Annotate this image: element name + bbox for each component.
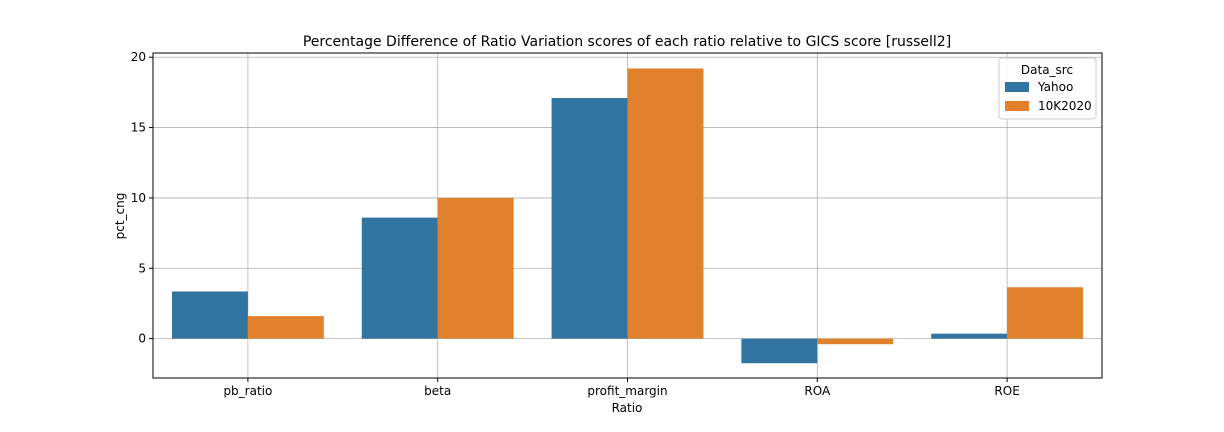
y-tick-label: 0	[138, 332, 146, 346]
y-tick-label: 20	[131, 50, 146, 64]
y-axis-ticks: 0 5 10 15 20	[131, 50, 153, 346]
bar-10k2020-roa	[817, 338, 894, 345]
y-axis-label: pct_cng	[113, 193, 127, 240]
x-tick-label-beta: beta	[424, 384, 451, 398]
x-axis-ticks: pb_ratio beta profit_margin ROA ROE	[223, 378, 1020, 398]
legend-swatch-yahoo	[1005, 82, 1029, 92]
legend-swatch-10k2020	[1005, 101, 1029, 111]
x-tick-label-roe: ROE	[994, 384, 1019, 398]
bar-yahoo-roa	[741, 338, 818, 364]
chart-title: Percentage Difference of Ratio Variation…	[303, 34, 951, 50]
legend-title: Data_src	[1021, 63, 1073, 77]
bar-10k2020-roe	[1007, 287, 1084, 339]
bar-10k2020-profit_margin	[627, 68, 704, 339]
x-axis-label: Ratio	[612, 401, 643, 415]
x-tick-label-profit_margin: profit_margin	[587, 384, 667, 398]
bar-10k2020-beta	[437, 197, 514, 339]
legend: Data_src Yahoo 10K2020	[998, 57, 1097, 120]
x-tick-label-roa: ROA	[804, 384, 831, 398]
bar-yahoo-roe	[931, 333, 1008, 339]
y-tick-label: 10	[131, 191, 146, 205]
bar-10k2020-pb_ratio	[247, 316, 324, 339]
bar-yahoo-pb_ratio	[171, 291, 248, 339]
legend-label-10k2020: 10K2020	[1038, 99, 1092, 113]
y-tick-label: 15	[131, 121, 146, 135]
x-tick-label-pb_ratio: pb_ratio	[223, 384, 272, 398]
legend-label-yahoo: Yahoo	[1037, 80, 1073, 94]
bar-yahoo-profit_margin	[551, 98, 628, 339]
y-tick-label: 5	[138, 261, 146, 275]
bar-yahoo-beta	[361, 217, 438, 339]
bars-group	[171, 68, 1084, 364]
